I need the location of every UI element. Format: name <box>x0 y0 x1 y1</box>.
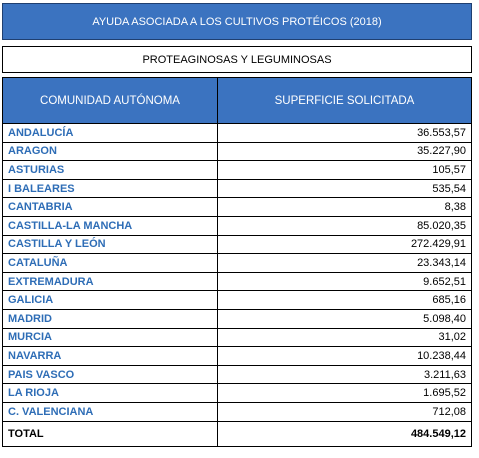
subtitle-text: PROTEAGINOSAS Y LEGUMINOSAS <box>142 53 332 66</box>
table-row: CATALUÑA 23.343,14 <box>2 253 472 273</box>
surface-table: COMUNIDAD AUTÓNOMA SUPERFICIE SOLICITADA… <box>2 77 472 447</box>
region-name: C. VALENCIANA <box>2 401 218 422</box>
total-value: 484.549,12 <box>217 420 472 447</box>
region-name: PAIS VASCO <box>2 364 218 385</box>
surface-value: 5.098,40 <box>217 308 472 329</box>
region-name: I BALEARES <box>2 178 218 199</box>
surface-value: 36.553,57 <box>217 123 472 143</box>
table-row: ARAGON 35.227,90 <box>2 141 472 162</box>
surface-value: 8,38 <box>217 197 472 217</box>
region-name: EXTREMADURA <box>2 271 218 292</box>
table-subtitle: PROTEAGINOSAS Y LEGUMINOSAS <box>2 46 472 73</box>
surface-value: 23.343,14 <box>217 253 472 273</box>
title-text: AYUDA ASOCIADA A LOS CULTIVOS PROTÉICOS … <box>92 15 382 28</box>
table-row: CANTABRIA 8,38 <box>2 197 472 217</box>
table-row: ANDALUCÍA 36.553,57 <box>2 123 472 143</box>
table-row: NAVARRA 10.238,44 <box>2 346 472 366</box>
region-name: ARAGON <box>2 141 218 162</box>
table-row: PAIS VASCO 3.211,63 <box>2 364 472 385</box>
region-name: GALICIA <box>2 290 218 310</box>
surface-value: 685,16 <box>217 290 472 310</box>
table-row: GALICIA 685,16 <box>2 290 472 310</box>
region-name: CASTILLA Y LEÓN <box>2 234 218 255</box>
table-row: MADRID 5.098,40 <box>2 308 472 329</box>
region-name: CASTILLA-LA MANCHA <box>2 215 218 236</box>
surface-value: 31,02 <box>217 327 472 348</box>
surface-value: 105,57 <box>217 160 472 180</box>
table-title: AYUDA ASOCIADA A LOS CULTIVOS PROTÉICOS … <box>2 3 472 40</box>
surface-value: 3.211,63 <box>217 364 472 385</box>
surface-value: 272.429,91 <box>217 234 472 255</box>
region-name: NAVARRA <box>2 346 218 366</box>
table-row: CASTILLA-LA MANCHA 85.020,35 <box>2 215 472 236</box>
surface-value: 85.020,35 <box>217 215 472 236</box>
surface-value: 10.238,44 <box>217 346 472 366</box>
region-column-header: COMUNIDAD AUTÓNOMA <box>2 77 218 124</box>
total-row: TOTAL 484.549,12 <box>2 420 472 447</box>
table-row: EXTREMADURA 9.652,51 <box>2 271 472 292</box>
surface-value: 1.695,52 <box>217 383 472 403</box>
region-name: LA RIOJA <box>2 383 218 403</box>
table-row: CASTILLA Y LEÓN 272.429,91 <box>2 234 472 255</box>
table-row: I BALEARES 535,54 <box>2 178 472 199</box>
region-name: ANDALUCÍA <box>2 123 218 143</box>
surface-value: 712,08 <box>217 401 472 422</box>
region-name: ASTURIAS <box>2 160 218 180</box>
region-name: MURCIA <box>2 327 218 348</box>
surface-value: 9.652,51 <box>217 271 472 292</box>
region-name: CANTABRIA <box>2 197 218 217</box>
table-row: LA RIOJA 1.695,52 <box>2 383 472 403</box>
header-row: COMUNIDAD AUTÓNOMA SUPERFICIE SOLICITADA <box>2 77 472 124</box>
surface-value: 535,54 <box>217 178 472 199</box>
table-row: MURCIA 31,02 <box>2 327 472 348</box>
region-name: MADRID <box>2 308 218 329</box>
total-label: TOTAL <box>2 420 218 447</box>
region-name: CATALUÑA <box>2 253 218 273</box>
surface-value: 35.227,90 <box>217 141 472 162</box>
table-row: ASTURIAS 105,57 <box>2 160 472 180</box>
table-row: C. VALENCIANA 712,08 <box>2 401 472 422</box>
surface-column-header: SUPERFICIE SOLICITADA <box>217 77 472 124</box>
